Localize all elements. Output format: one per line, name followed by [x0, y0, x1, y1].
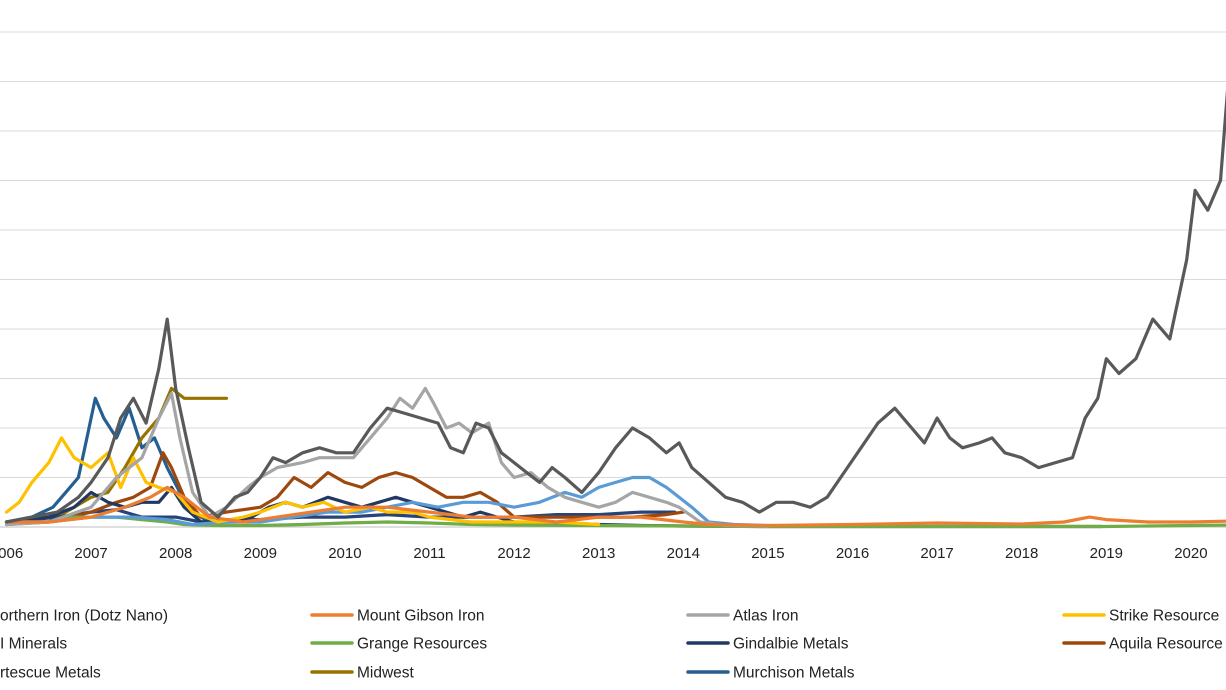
legend-entry: Murchison Metals	[686, 665, 855, 682]
x-tick-label: 2015	[751, 545, 784, 562]
legend-entry: orthern Iron (Dotz Nano)	[0, 608, 168, 625]
legend-entry: Grange Resources	[310, 636, 487, 653]
x-tick-label: 2011	[413, 545, 445, 562]
legend-entry: Atlas Iron	[686, 608, 798, 625]
x-tick-label: 2016	[836, 545, 869, 562]
series-lines	[4, 89, 1226, 529]
series-line-aquila-resources	[4, 451, 685, 524]
legend-label: Mount Gibson Iron	[357, 608, 485, 625]
legend-entry: Gindalbie Metals	[686, 636, 849, 653]
x-tick-label: 2006	[0, 545, 23, 562]
series-line-strike-resources	[4, 436, 601, 527]
legend-label: Grange Resources	[357, 636, 487, 653]
x-tick-label: 2008	[159, 545, 192, 562]
x-tick-label: 2010	[328, 545, 361, 562]
x-tick-label: 2014	[667, 545, 700, 562]
legend-entry: I Minerals	[0, 636, 67, 653]
legend-entry: rtescue Metals	[0, 665, 101, 682]
x-tick-label: 2007	[74, 545, 107, 562]
gridlines	[0, 31, 1226, 528]
legend-label: Aquila Resource	[1109, 636, 1223, 653]
legend-label: Strike Resource	[1109, 608, 1219, 625]
legend-label: I Minerals	[0, 636, 67, 653]
x-tick-label: 2013	[582, 545, 615, 562]
legend-label: rtescue Metals	[0, 665, 101, 682]
legend-label: orthern Iron (Dotz Nano)	[0, 608, 168, 625]
x-tick-label: 2018	[1005, 545, 1038, 562]
legend-label: Gindalbie Metals	[733, 636, 849, 653]
legend: orthern Iron (Dotz Nano) Mount Gibson Iro…	[0, 608, 1223, 682]
x-axis-tick-labels: 2006 2007 2008 2009 2010 2011 2012 2013 2014 2015…	[0, 545, 1208, 562]
series-line-bci-minerals	[4, 475, 770, 528]
series-line-atlas-iron	[4, 386, 770, 528]
legend-entry: Strike Resource	[1062, 608, 1219, 625]
legend-label: Atlas Iron	[733, 608, 798, 625]
legend-entry: Midwest	[310, 665, 415, 682]
series-line-northern-iron-dotz-nano	[4, 89, 1226, 524]
x-tick-label: 2017	[920, 545, 953, 562]
legend-label: Murchison Metals	[733, 665, 855, 682]
x-tick-label: 2012	[497, 545, 530, 562]
series-line-mount-gibson-iron	[4, 485, 1226, 528]
x-tick-label: 2019	[1090, 545, 1123, 562]
x-tick-label: 2020	[1174, 545, 1207, 562]
legend-label: Midwest	[357, 665, 415, 682]
x-tick-label: 2009	[244, 545, 277, 562]
legend-entry: Aquila Resource	[1062, 636, 1223, 653]
legend-entry: Mount Gibson Iron	[310, 608, 485, 625]
